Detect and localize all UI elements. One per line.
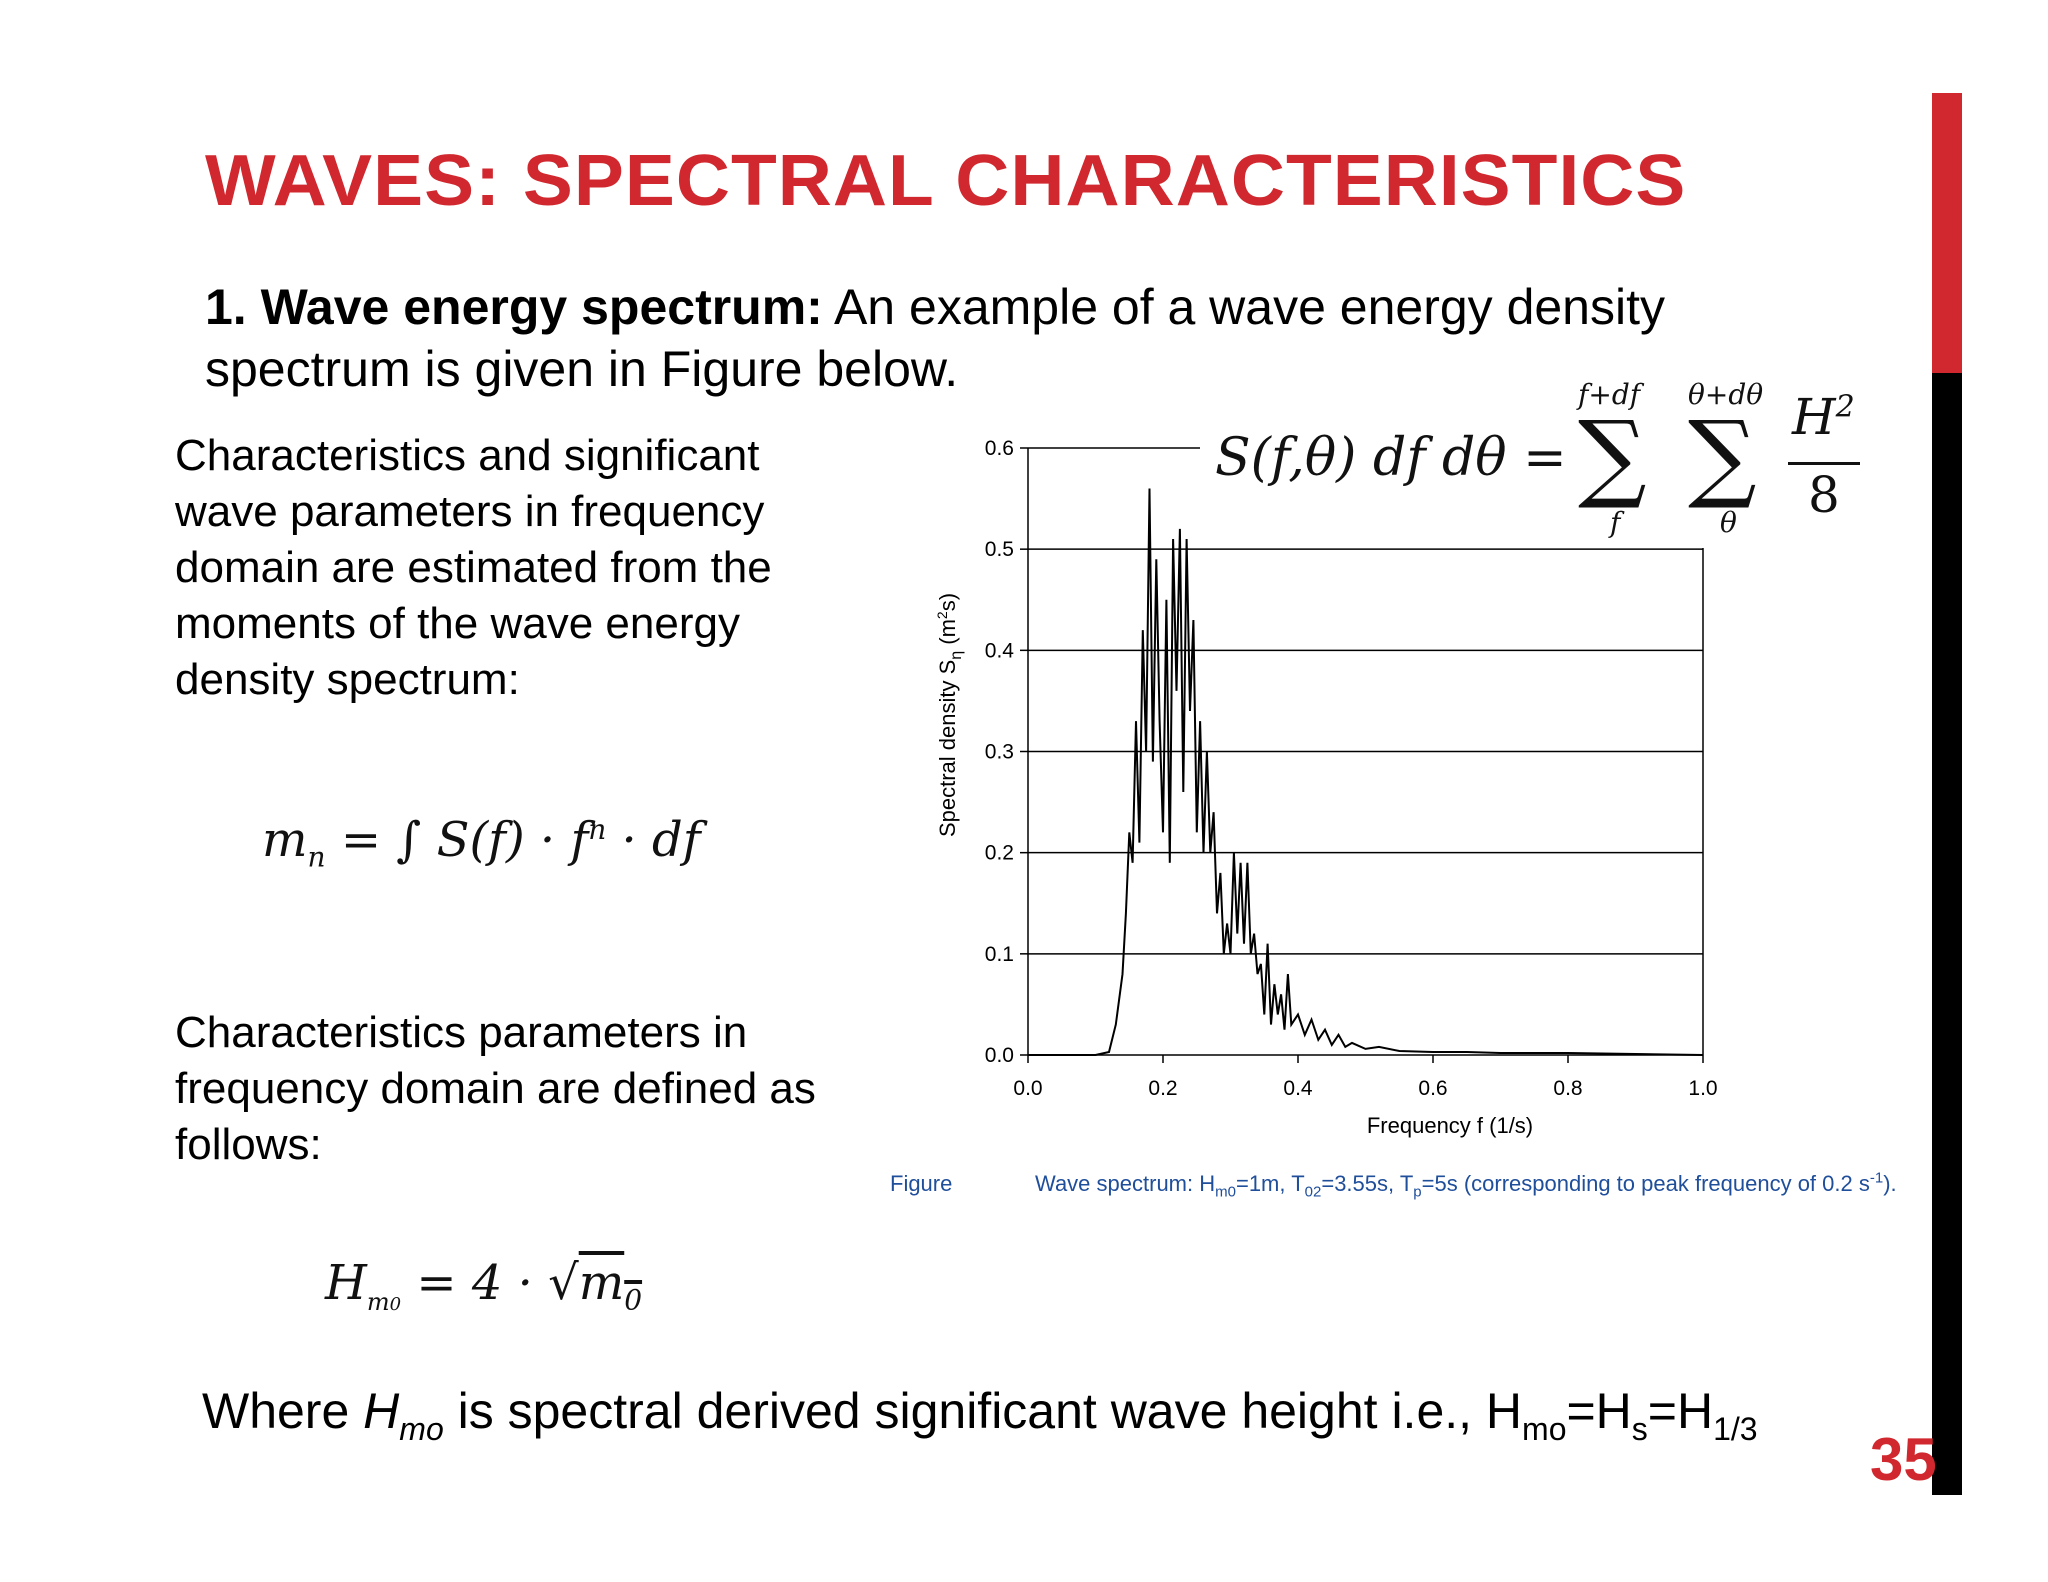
hmo-symbol: Hmo	[363, 1383, 444, 1447]
x-tick-label: 0.8	[1553, 1077, 1582, 1100]
sum1-sigma: ∑	[1578, 400, 1647, 512]
moment-tail: · df	[606, 812, 701, 868]
sum2-bottom: θ	[1720, 506, 1737, 539]
y-tick-label: 0.3	[985, 741, 1014, 764]
intro-heading: 1. Wave energy spectrum:	[205, 279, 823, 335]
sum1-bottom: f	[1610, 506, 1621, 539]
x-tick-label: 0.6	[1418, 1077, 1447, 1100]
y-axis-label: Spectral density Sη (m2s)	[934, 593, 965, 837]
moment-rhs: = ∫ S(f) · f	[340, 812, 589, 868]
x-axis-label: Frequency f (1/s)	[1367, 1113, 1533, 1138]
definitions-paragraph: Characteristics parameters in frequency …	[175, 1008, 816, 1169]
hm0-lhs-sub: m	[366, 1287, 390, 1316]
wave-spectrum-chart: 0.00.10.20.30.40.50.60.0 0.2 0.4 0.6 0.8 1.0 …	[934, 437, 1718, 1138]
y-tick-label: 0.6	[985, 437, 1014, 460]
fraction-numerator: H2	[1792, 388, 1855, 446]
x-tick-label: 1.0	[1688, 1077, 1717, 1100]
moment-formula: mn = ∫ S(f) · fn · df	[262, 812, 701, 874]
sum2-top: θ+dθ	[1688, 378, 1764, 411]
spectrum-series-line	[1028, 488, 1704, 1056]
caption-label: Figure	[890, 1171, 953, 1197]
intro-body: An example of a wave energy density spec…	[205, 279, 1665, 397]
spectrum-formula: S(f,θ) df dθ = f+df ∑ f θ+dθ ∑ θ H2 8	[1200, 378, 1880, 548]
spectrum-lhs: S(f,θ) df dθ =	[1215, 428, 1567, 488]
x-tick-label: 0.4	[1283, 1077, 1313, 1100]
y-tick-label: 0.2	[985, 842, 1014, 865]
fraction-denominator: 8	[1808, 466, 1840, 524]
slide-title: WAVES: SPECTRAL CHARACTERISTICS	[205, 141, 1687, 221]
intro-text: 1. Wave energy spectrum: An example of a…	[205, 276, 1765, 400]
caption-text: Wave spectrum: Hm0=1m, T02=3.55s, Tp=5s …	[1035, 1170, 1897, 1201]
page-number: 35	[1870, 1426, 1937, 1493]
sum2-sigma: ∑	[1688, 400, 1757, 512]
footer-text: Where Hmo is spectral derived significan…	[202, 1383, 1758, 1447]
moments-paragraph: Characteristics and significant wave par…	[175, 431, 772, 704]
y-tick-label: 0.1	[985, 943, 1014, 966]
chart-tick-labels: 0.0 0.1 0.2 0.3 0.4 0.5 0.6 0.0 0.2 0.4 0.6 0.8 1.0	[985, 437, 1718, 1100]
moment-rhs-sup: n	[588, 813, 607, 846]
hm0-formula: Hm0 = 4 · √m0	[325, 1255, 642, 1317]
hm0-lhs-subsub: 0	[389, 1293, 402, 1315]
x-tick-label: 0.2	[1148, 1077, 1177, 1100]
hm0-lhs: H	[325, 1255, 367, 1311]
hm0-rhs: = 4 · √	[416, 1255, 579, 1311]
y-tick-label: 0.4	[985, 639, 1015, 662]
hm0-radicand: m0	[578, 1255, 643, 1317]
accent-bar-black	[1932, 373, 1962, 1495]
moment-lhs-sub: n	[307, 840, 326, 874]
chart-axes	[1020, 447, 1704, 1063]
y-tick-label: 0.5	[985, 538, 1014, 561]
figure-caption: Figure Wave spectrum: Hm0=1m, T02=3.55s, …	[890, 1170, 1897, 1201]
fraction-bar	[1788, 462, 1860, 465]
moment-lhs: m	[262, 812, 308, 868]
accent-bar-red	[1932, 93, 1962, 373]
sum1-top: f+df	[1578, 378, 1641, 411]
y-tick-label: 0.0	[985, 1044, 1014, 1067]
x-tick-label: 0.0	[1013, 1077, 1042, 1100]
